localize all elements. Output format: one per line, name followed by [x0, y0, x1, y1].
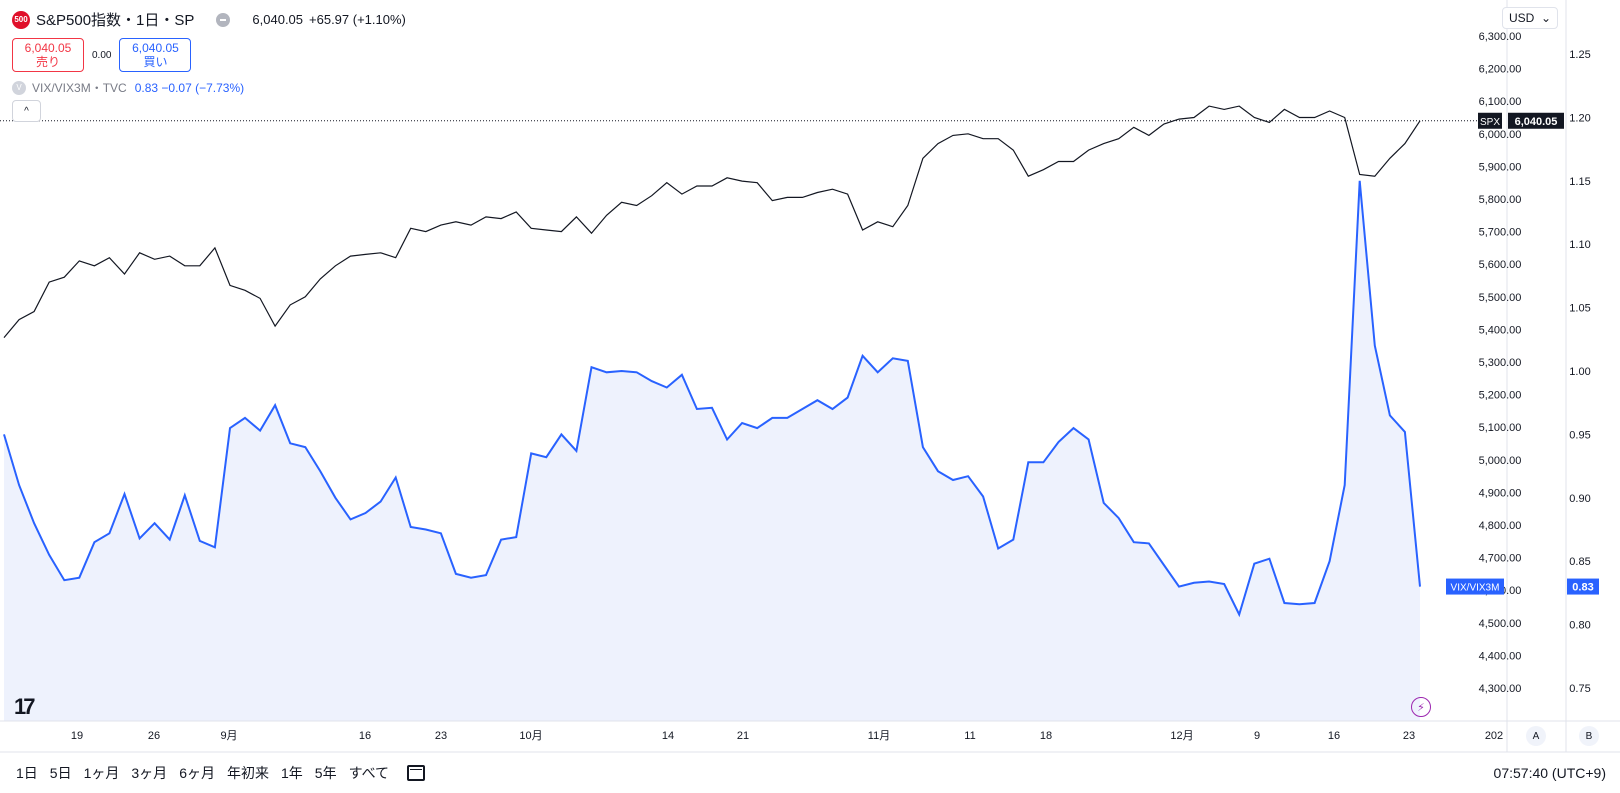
- left-axis-tick-label: 5,000.00: [1479, 455, 1522, 467]
- range-button[interactable]: 年初来: [226, 764, 269, 781]
- x-axis-tick-label: 11月: [868, 730, 890, 742]
- spx-price-tag-bg: [1508, 112, 1564, 129]
- right-axis-tick-label: 1.15: [1569, 176, 1590, 188]
- range-button[interactable]: 6ヶ月: [179, 764, 215, 781]
- x-axis-tick-label: 12月: [1170, 730, 1193, 742]
- trade-buttons: 6,040.05 売り 0.00 6,040.05 買い: [12, 38, 192, 72]
- sell-button[interactable]: 6,040.05 売り: [12, 38, 84, 72]
- x-axis-tick-label: 19: [71, 730, 83, 742]
- x-axis-tick-label: 26: [148, 730, 160, 742]
- range-button[interactable]: 1日: [16, 764, 38, 781]
- x-axis-tick-label: 9月: [220, 730, 237, 742]
- currency-value: USD: [1509, 11, 1535, 25]
- vix-price-tag-bg: [1567, 578, 1599, 595]
- compare-legend: V VIX/VIX3M・TVC 0.83 −0.07 (−7.73%): [12, 79, 244, 96]
- range-button[interactable]: 5日: [49, 764, 72, 781]
- left-axis-tick-label: 5,500.00: [1479, 292, 1522, 304]
- sell-label: 売り: [35, 55, 60, 69]
- range-button[interactable]: 5年: [314, 764, 337, 781]
- x-axis-tick-label: 23: [435, 730, 447, 742]
- right-axis-tick-label: 0.90: [1569, 493, 1590, 505]
- left-axis-tick-label: 5,300.00: [1479, 357, 1522, 369]
- left-axis-tick-label: 4,500.00: [1479, 618, 1522, 630]
- right-axis-tick-label: 1.00: [1569, 366, 1590, 378]
- lightning-icon[interactable]: ⚡: [1411, 697, 1431, 717]
- buy-button[interactable]: 6,040.05 買い: [119, 38, 192, 72]
- left-axis-tick-label: 4,800.00: [1479, 520, 1522, 532]
- left-axis-tick-label: 5,600.00: [1479, 259, 1522, 271]
- left-axis-tick-label: 5,700.00: [1479, 227, 1522, 239]
- chevron-down-icon: ⌄: [1540, 11, 1551, 25]
- second-scale-button[interactable]: B: [1579, 726, 1599, 746]
- price-change: +65.97 (+1.10%): [309, 12, 406, 27]
- right-axis-tick-label: 1.25: [1569, 49, 1590, 61]
- collapse-legend-button[interactable]: ^: [12, 100, 41, 122]
- compare-name[interactable]: VIX/VIX3M・TVC: [32, 81, 127, 95]
- range-buttons: 1日 5日 1ヶ月 3ヶ月 6ヶ月 年初来 1年 5年 すべて: [0, 763, 389, 783]
- spx-series-line[interactable]: [3, 105, 1421, 338]
- left-axis-tick-label: 6,200.00: [1479, 64, 1522, 76]
- vix-tag-bg: [1446, 578, 1504, 595]
- x-axis-tick-label: 16: [359, 730, 371, 742]
- spx-tag-label: SPX: [1480, 117, 1500, 128]
- right-axis-tick-label: 0.95: [1569, 429, 1590, 441]
- left-axis-tick-label: 4,700.00: [1479, 553, 1522, 565]
- tradingview-logo: 17: [14, 694, 36, 719]
- auto-scale-button[interactable]: A: [1526, 726, 1546, 746]
- right-axis-tick-label: 1.20: [1569, 112, 1590, 124]
- left-axis-tick-label: 6,100.00: [1479, 96, 1522, 108]
- left-axis-tick-label: 4,400.00: [1479, 650, 1522, 662]
- right-axis-tick-label: 0.75: [1569, 683, 1590, 695]
- spx-logo-icon: 500: [12, 10, 30, 29]
- left-axis-tick-label: 5,100.00: [1479, 422, 1522, 434]
- compare-eye-icon[interactable]: V: [12, 80, 26, 95]
- sell-price: 6,040.05: [24, 41, 72, 55]
- buy-price: 6,040.05: [132, 41, 179, 55]
- x-axis-tick-label: 16: [1328, 730, 1340, 742]
- x-axis-tick-label: 9: [1254, 730, 1260, 742]
- calendar-icon[interactable]: [407, 764, 426, 781]
- left-axis-tick-label: 5,800.00: [1479, 194, 1522, 206]
- left-axis-tick-label: 4,900.00: [1479, 487, 1522, 499]
- compare-values: 0.83 −0.07 (−7.73%): [134, 80, 245, 95]
- range-button[interactable]: 1ヶ月: [83, 764, 120, 781]
- x-axis-tick-label: 202: [1485, 730, 1503, 742]
- range-button[interactable]: 3ヶ月: [131, 764, 168, 781]
- last-price: 6,040.05: [252, 12, 304, 27]
- x-axis-tick-label: 11: [964, 730, 975, 742]
- clock-readout[interactable]: 07:57:40 (UTC+9): [1493, 765, 1606, 781]
- vix-tag-label: VIX/VIX3M: [1451, 583, 1500, 594]
- right-axis-tick-label: 1.10: [1569, 239, 1590, 251]
- range-button[interactable]: 1年: [280, 764, 303, 781]
- left-axis-tick-label: 4,300.00: [1479, 683, 1522, 695]
- bottom-toolbar: 1日 5日 1ヶ月 3ヶ月 6ヶ月 年初来 1年 5年 すべて 07:57:40 (UTC+9): [0, 752, 1620, 793]
- x-axis-tick-label: 23: [1403, 730, 1415, 742]
- left-axis-tick-label: 6,000.00: [1479, 129, 1522, 141]
- left-axis-tick-label: 6,300.00: [1479, 31, 1522, 43]
- vix-series-line[interactable]: [3, 180, 1421, 618]
- range-button[interactable]: すべて: [348, 764, 390, 781]
- left-axis-tick-label: 5,400.00: [1479, 324, 1522, 336]
- hide-icon[interactable]: [216, 12, 231, 27]
- left-axis-tick-label: 5,900.00: [1479, 161, 1522, 173]
- spx-tag-bg: [1478, 112, 1502, 129]
- left-axis-tick-label: 5,200.00: [1479, 390, 1522, 402]
- spx-price-tag: 6,040.05: [1515, 116, 1558, 128]
- x-axis-tick-label: 14: [662, 730, 674, 742]
- x-axis-tick-label: 21: [737, 730, 749, 742]
- vix-area-fill: [4, 180, 1420, 722]
- x-axis-tick-label: 10月: [519, 730, 542, 742]
- right-axis-tick-label: 1.05: [1569, 303, 1590, 315]
- buy-label: 買い: [143, 55, 168, 69]
- main-legend: 500 S&P500指数・1日・SP 6,040.05 +65.97 (+1.1…: [12, 9, 412, 30]
- spread-value: 0.00: [92, 49, 112, 61]
- x-axis-tick-label: 18: [1040, 730, 1052, 742]
- symbol-title[interactable]: S&P500指数・1日・SP: [36, 12, 195, 29]
- currency-select[interactable]: USD ⌄: [1502, 7, 1558, 29]
- vix-price-tag: 0.83: [1572, 582, 1593, 594]
- right-axis-tick-label: 0.85: [1569, 556, 1590, 568]
- right-axis-tick-label: 0.80: [1569, 620, 1590, 632]
